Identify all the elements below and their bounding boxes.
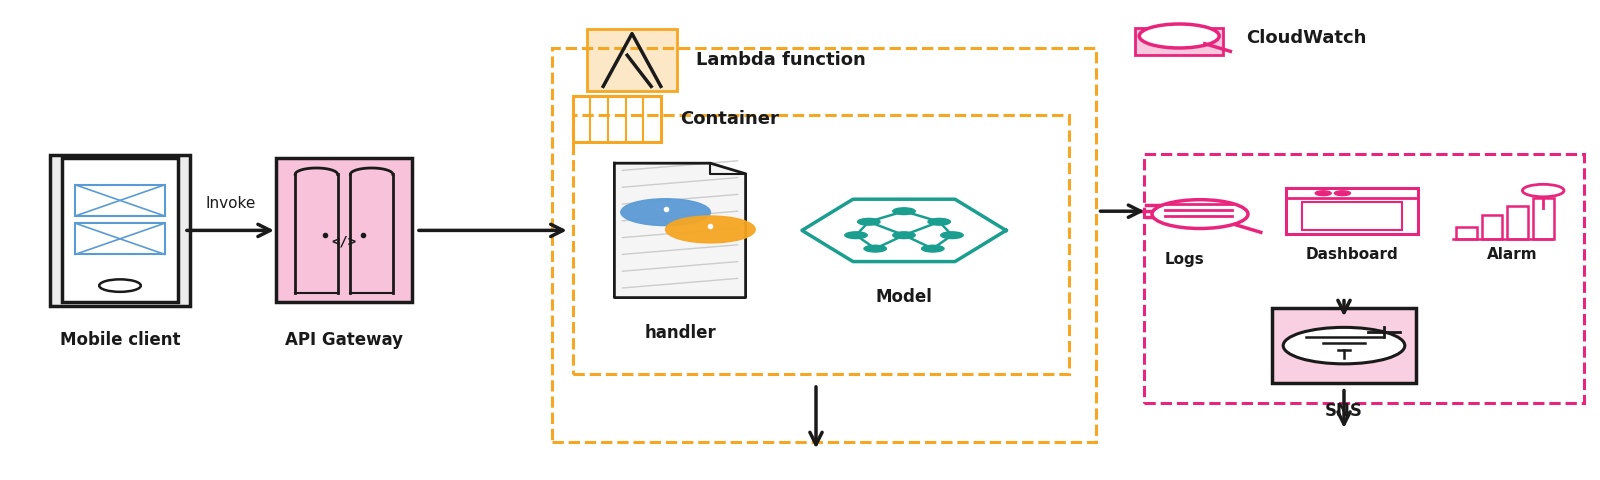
Circle shape: [858, 218, 880, 225]
Circle shape: [1334, 191, 1350, 196]
FancyBboxPatch shape: [277, 158, 413, 302]
FancyBboxPatch shape: [587, 29, 677, 91]
Circle shape: [1152, 200, 1248, 228]
Text: Alarm: Alarm: [1486, 247, 1538, 262]
Polygon shape: [614, 163, 746, 298]
Text: Container: Container: [680, 110, 779, 128]
FancyBboxPatch shape: [1136, 28, 1224, 55]
Circle shape: [941, 232, 963, 239]
FancyBboxPatch shape: [50, 155, 190, 306]
Circle shape: [928, 218, 950, 225]
Circle shape: [893, 232, 915, 239]
Text: handler: handler: [645, 324, 715, 342]
FancyBboxPatch shape: [1482, 215, 1502, 239]
Circle shape: [1315, 191, 1331, 196]
Text: Mobile client: Mobile client: [59, 331, 181, 349]
Text: CloudWatch: CloudWatch: [1246, 29, 1366, 48]
Circle shape: [1283, 327, 1405, 364]
Circle shape: [893, 208, 915, 215]
Text: Logs: Logs: [1165, 252, 1203, 267]
FancyBboxPatch shape: [1533, 198, 1554, 239]
Text: Lambda function: Lambda function: [696, 51, 866, 69]
Polygon shape: [802, 199, 1006, 262]
Circle shape: [922, 245, 944, 252]
Text: Invoke: Invoke: [205, 196, 256, 211]
FancyBboxPatch shape: [1507, 206, 1528, 239]
FancyBboxPatch shape: [62, 158, 178, 302]
FancyBboxPatch shape: [1456, 227, 1477, 239]
FancyBboxPatch shape: [1286, 188, 1418, 234]
Circle shape: [621, 199, 710, 226]
Circle shape: [666, 216, 755, 243]
Text: Model: Model: [875, 288, 933, 306]
FancyBboxPatch shape: [1272, 308, 1416, 383]
Circle shape: [845, 232, 867, 239]
Text: </>: </>: [331, 235, 357, 249]
Text: Dashboard: Dashboard: [1306, 247, 1398, 262]
Circle shape: [864, 245, 886, 252]
Text: SNS: SNS: [1325, 402, 1363, 420]
Circle shape: [1139, 24, 1219, 48]
Text: API Gateway: API Gateway: [285, 331, 403, 349]
